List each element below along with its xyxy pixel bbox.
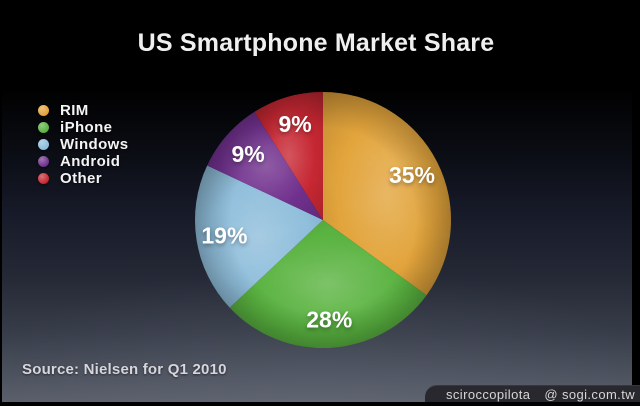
legend-label-windows: Windows	[60, 136, 129, 153]
legend-dot-android	[38, 156, 49, 167]
legend-label-rim: RIM	[60, 102, 89, 119]
pie-chart: 35% 28% 19% 9% 9%	[194, 92, 451, 348]
legend-dot-rim	[38, 105, 49, 116]
watermark-bar: sciroccopilota @ sogi.com.tw	[425, 385, 640, 402]
pie-label-iphone: 28%	[306, 307, 352, 333]
legend-item-rim: RIM	[38, 102, 129, 119]
pie-label-windows: 19%	[201, 223, 247, 249]
watermark-username: sciroccopilota	[446, 386, 531, 402]
legend-item-android: Android	[38, 153, 129, 170]
pie-vignette	[195, 92, 451, 348]
legend: RIM iPhone Windows Android Other	[38, 102, 129, 187]
legend-dot-windows	[38, 139, 49, 150]
legend-item-windows: Windows	[38, 136, 129, 153]
legend-dot-other	[38, 173, 49, 184]
pie-label-other: 9%	[278, 111, 311, 137]
legend-item-other: Other	[38, 170, 129, 187]
watermark-site: @ sogi.com.tw	[544, 386, 635, 402]
pie-label-rim: 35%	[389, 162, 435, 188]
legend-label-android: Android	[60, 153, 121, 170]
source-note: Source: Nielsen for Q1 2010	[22, 361, 227, 378]
legend-label-other: Other	[60, 170, 103, 187]
legend-dot-iphone	[38, 122, 49, 133]
legend-item-iphone: iPhone	[38, 119, 129, 136]
pie-label-android: 9%	[231, 141, 264, 167]
legend-label-iphone: iPhone	[60, 119, 113, 136]
chart-title: US Smartphone Market Share	[137, 29, 495, 57]
